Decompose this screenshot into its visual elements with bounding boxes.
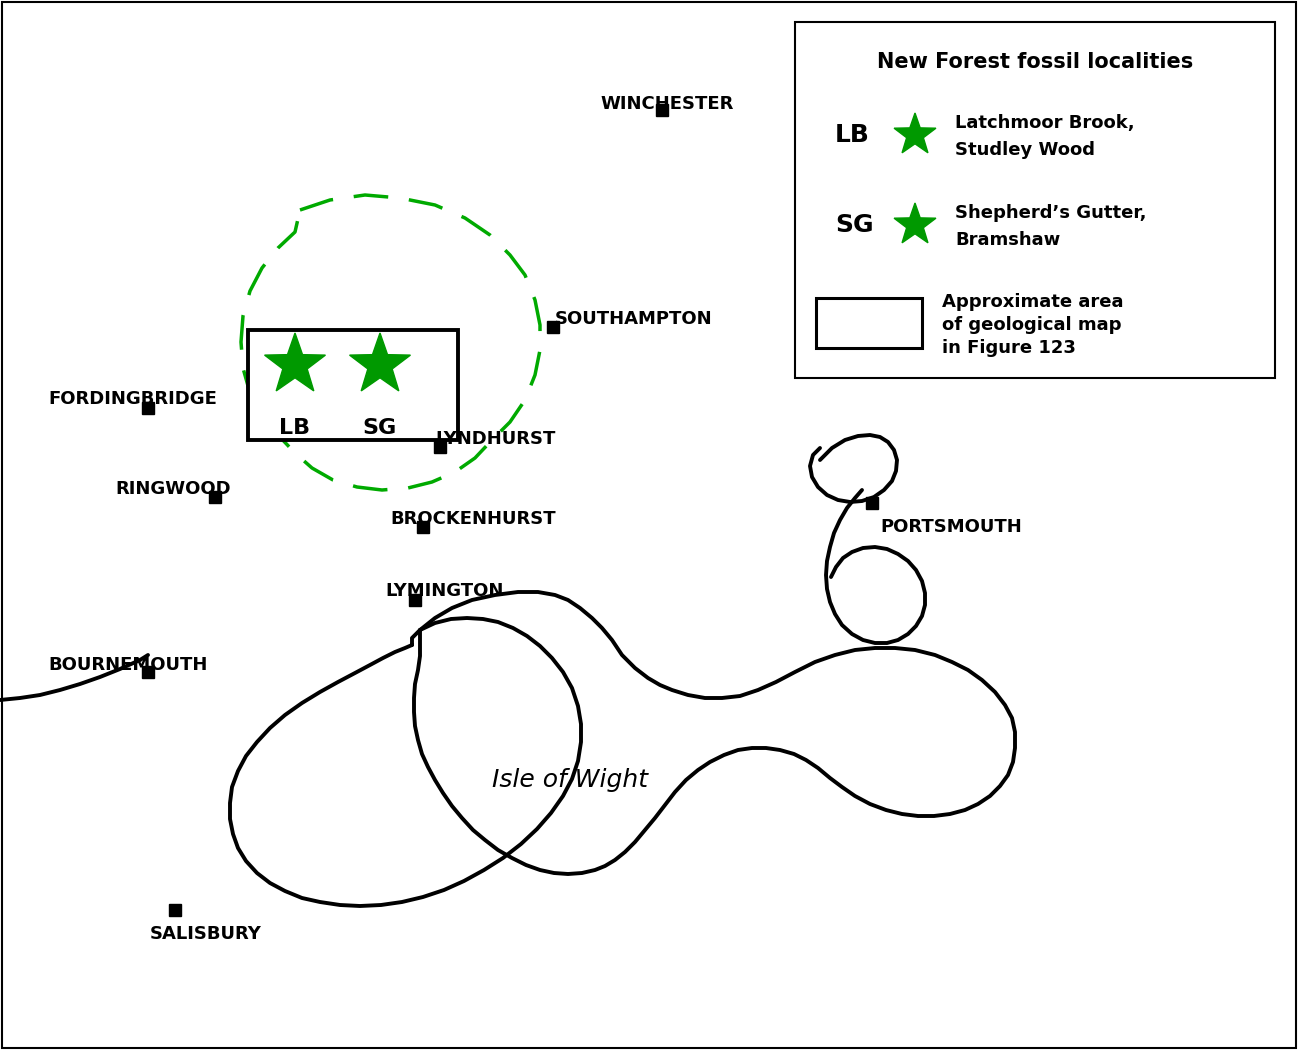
Text: Latchmoor Brook,: Latchmoor Brook, (955, 114, 1134, 132)
Text: Studley Wood: Studley Wood (955, 141, 1096, 159)
Polygon shape (894, 203, 936, 243)
Text: WINCHESTER: WINCHESTER (600, 94, 733, 113)
Text: in Figure 123: in Figure 123 (942, 339, 1076, 357)
Text: Shepherd’s Gutter,: Shepherd’s Gutter, (955, 204, 1146, 222)
Text: Isle of Wight: Isle of Wight (492, 768, 648, 792)
Text: LB: LB (835, 123, 870, 147)
Text: BROCKENHURST: BROCKENHURST (389, 510, 556, 528)
Text: SG: SG (835, 213, 874, 237)
Bar (816, 298, 922, 348)
Text: PORTSMOUTH: PORTSMOUTH (880, 518, 1022, 536)
Text: LYMINGTON: LYMINGTON (386, 582, 504, 600)
Polygon shape (265, 333, 326, 391)
Polygon shape (349, 333, 410, 391)
Text: RINGWOOD: RINGWOOD (116, 480, 231, 498)
Text: Bramshaw: Bramshaw (955, 231, 1060, 249)
Text: SOUTHAMPTON: SOUTHAMPTON (556, 310, 713, 328)
Text: of geological map: of geological map (942, 316, 1121, 334)
Text: Approximate area: Approximate area (942, 293, 1124, 311)
Bar (248, 330, 458, 440)
Text: SALISBURY: SALISBURY (151, 925, 262, 943)
Polygon shape (894, 113, 936, 153)
Text: LB: LB (279, 418, 310, 438)
Text: LYNDHURST: LYNDHURST (435, 430, 556, 448)
Text: BOURNEMOUTH: BOURNEMOUTH (48, 656, 208, 674)
Text: New Forest fossil localities: New Forest fossil localities (877, 52, 1193, 72)
Text: SG: SG (363, 418, 397, 438)
Bar (794, 22, 1275, 378)
Text: FORDINGBRIDGE: FORDINGBRIDGE (48, 390, 217, 408)
